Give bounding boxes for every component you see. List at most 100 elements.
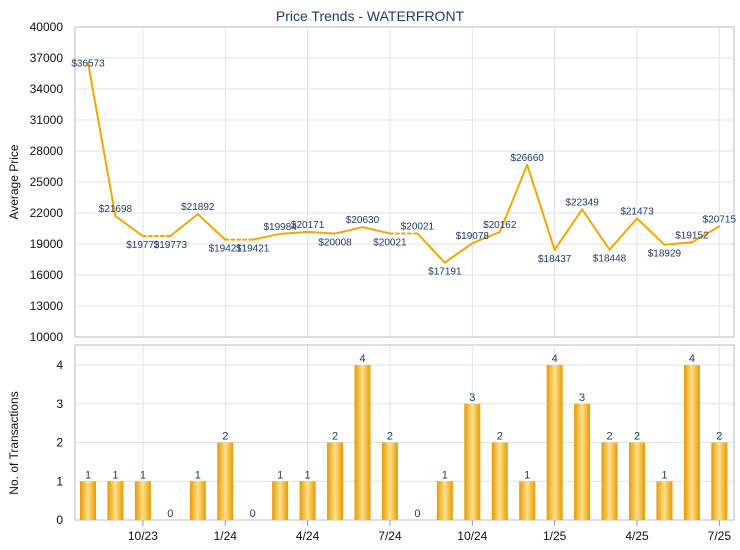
price-data-label: $18448 (593, 254, 627, 265)
price-y-tick-label: 31000 (30, 113, 64, 127)
price-line-segment (498, 163, 529, 233)
transactions-bar-label: 2 (634, 431, 640, 443)
price-line-segment (443, 242, 474, 264)
price-data-label: $17191 (428, 267, 462, 278)
transactions-bar (381, 442, 398, 520)
transactions-y-tick-label: 4 (56, 358, 63, 372)
price-data-label: $36573 (71, 58, 105, 69)
x-axis-tick-label: 7/24 (378, 529, 402, 543)
transactions-y-tick-label: 3 (56, 397, 63, 411)
transactions-bar (327, 442, 344, 520)
transactions-bar-label: 0 (414, 508, 420, 520)
price-data-label: $26660 (511, 153, 545, 164)
price-y-tick-label: 37000 (30, 51, 64, 65)
price-line-segment (690, 225, 721, 244)
transactions-bar-label: 3 (579, 392, 585, 404)
price-data-labels: $36573 $21698 $19773$19773 $21892 $19421$194… (71, 58, 736, 277)
price-y-ticks: 10000 13000 16000 19000 22000 25000 28000 31000… (30, 20, 64, 344)
price-y-axis-title: Average Price (7, 144, 21, 219)
price-line-segment (361, 226, 391, 235)
price-y-tick-label: 28000 (30, 144, 64, 158)
price-data-label: $20021 (373, 237, 407, 248)
price-data-label: $20630 (346, 215, 380, 226)
transactions-bar-labels: 1 1 1 0 1 2 0 1 1 2 4 2 0 1 3 2 1 4 3 2 2 1 4 2 (85, 353, 722, 520)
transactions-y-axis-title: No. of Transactions (7, 391, 21, 494)
price-y-tick-label: 19000 (30, 237, 64, 251)
price-data-label: $19773 (126, 240, 160, 251)
transactions-bar (436, 481, 453, 520)
price-y-tick-label: 40000 (30, 20, 64, 34)
transactions-bar (683, 365, 700, 520)
transactions-bar (80, 481, 96, 520)
transactions-bar (546, 365, 563, 520)
x-axis-tick-label: 1/25 (543, 529, 567, 543)
transactions-bar-label: 2 (387, 431, 393, 443)
transactions-bar (574, 403, 591, 520)
transactions-plot-frame (74, 344, 735, 521)
price-data-label: $20171 (291, 220, 325, 231)
transactions-bar-label: 2 (716, 431, 722, 443)
price-series (87, 61, 721, 264)
transactions-bar (354, 365, 371, 520)
transactions-bar-label: 2 (497, 431, 503, 443)
transactions-bar-label: 3 (469, 392, 475, 404)
price-data-label: $18929 (648, 249, 682, 260)
transactions-bar-label: 1 (524, 469, 530, 481)
transactions-bar (107, 481, 124, 520)
price-grid (75, 26, 734, 338)
price-line-segment (87, 61, 117, 218)
price-line-segment (608, 217, 638, 251)
price-line-segment (636, 217, 666, 246)
price-y-tick-label: 13000 (30, 299, 64, 313)
transactions-bar-label: 1 (442, 469, 448, 481)
transactions-bar-label: 0 (250, 508, 256, 520)
transactions-bar-label: 2 (606, 431, 612, 443)
price-line-segment (553, 208, 584, 251)
x-axis-ticks: 10/23 1/24 4/24 7/24 10/24 1/25 4/25 7/25 (128, 520, 731, 543)
transactions-bar-label: 2 (222, 431, 228, 443)
price-data-label: $20715 (703, 214, 737, 225)
transactions-bar (189, 481, 206, 520)
price-data-label: $18437 (538, 254, 572, 265)
price-line-segment (663, 241, 693, 246)
price-y-tick-label: 34000 (30, 82, 64, 96)
price-line-segment (416, 232, 446, 264)
price-line-segment (526, 163, 556, 251)
x-axis-tick-label: 7/25 (708, 529, 732, 543)
transactions-bar (491, 442, 508, 520)
transactions-bar-label: 1 (661, 469, 667, 481)
transactions-bar-label: 1 (112, 469, 118, 481)
price-y-tick-label: 22000 (30, 206, 64, 220)
price-line-segment (169, 213, 199, 238)
transactions-bar (601, 442, 618, 520)
price-y-tick-label: 25000 (30, 175, 64, 189)
price-y-tick-label: 16000 (30, 268, 64, 282)
x-axis-tick-label: 4/25 (625, 529, 649, 543)
transactions-bars (80, 365, 728, 520)
transactions-y-tick-label: 0 (56, 513, 63, 527)
price-line-segment (334, 226, 364, 235)
transactions-bar (519, 481, 536, 520)
transactions-bar-label: 0 (167, 508, 173, 520)
price-data-label: $19773 (154, 240, 188, 251)
price-data-label: $19152 (675, 230, 709, 241)
transactions-bar-label: 4 (359, 353, 365, 365)
price-line-segment (114, 215, 144, 238)
transactions-bar-label: 1 (195, 469, 201, 481)
transactions-bar-label: 1 (305, 469, 311, 481)
price-line-segment (279, 230, 309, 235)
price-line-segment (306, 230, 337, 235)
x-axis-tick-label: 10/23 (128, 529, 158, 543)
x-axis-tick-label: 4/24 (296, 529, 320, 543)
transactions-bar (629, 442, 645, 520)
transactions-bar (656, 481, 673, 520)
transactions-y-tick-label: 1 (56, 474, 63, 488)
transactions-bar-label: 4 (689, 353, 695, 365)
transactions-bar-label: 1 (277, 469, 283, 481)
transactions-bar (272, 481, 289, 520)
price-data-label: $22349 (565, 197, 599, 208)
price-line-segment (196, 213, 227, 241)
price-data-label: $19984 (263, 222, 297, 233)
transactions-bar-label: 2 (332, 431, 338, 443)
